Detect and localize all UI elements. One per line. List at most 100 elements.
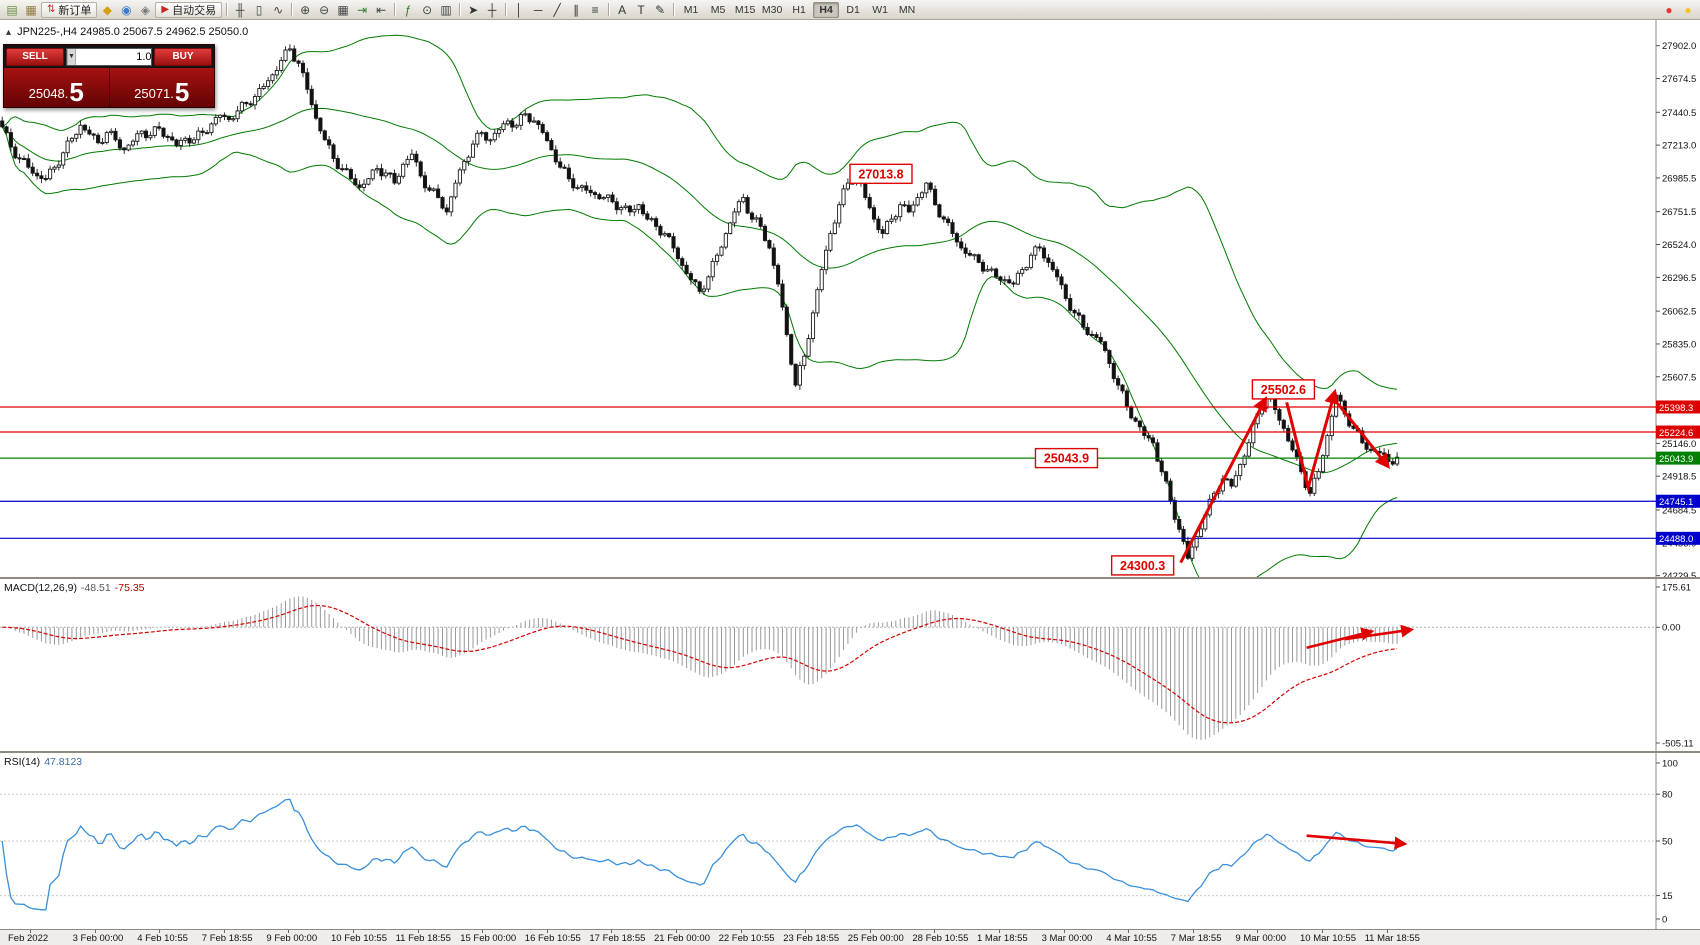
crosshair-icon[interactable]: ┼: [487, 2, 497, 17]
channel-icon[interactable]: ∥: [573, 2, 580, 17]
buy-button[interactable]: BUY: [154, 47, 212, 66]
timeframe-H1[interactable]: H1: [792, 3, 806, 16]
time-tick: [1257, 930, 1259, 933]
fibonacci-icon[interactable]: ≡: [591, 2, 599, 17]
new-chart-icon[interactable]: ▤: [6, 2, 18, 17]
tile-windows-icon[interactable]: ▦: [337, 2, 349, 17]
time-tick: [223, 930, 225, 933]
volume-decrement-button[interactable]: ▼: [67, 48, 76, 65]
svg-text:-505.11: -505.11: [1662, 739, 1694, 750]
sell-price[interactable]: 25048. 5: [28, 77, 84, 108]
time-axis[interactable]: Feb 2022 3 Feb 00:00 4 Feb 10:55 7 Feb 18:5…: [0, 929, 1700, 945]
level-line-25043.9[interactable]: 25043.9: [0, 451, 1700, 465]
svg-text:25043.9: 25043.9: [1659, 454, 1693, 465]
buy-price[interactable]: 25071. 5: [134, 77, 190, 108]
svg-text:26062.5: 26062.5: [1662, 307, 1696, 318]
volume-stepper: ▼ ▲: [66, 47, 152, 66]
arrows-tool-icon[interactable]: ✎: [655, 2, 666, 17]
svg-text:25607.5: 25607.5: [1662, 372, 1696, 383]
svg-text:27013.8: 27013.8: [858, 167, 903, 181]
timeframe-D1[interactable]: D1: [846, 3, 860, 16]
svg-text:80: 80: [1662, 790, 1673, 801]
new-order-button[interactable]: ⇅ 新订单: [41, 1, 98, 18]
trend-arrow[interactable]: [1179, 396, 1267, 564]
auto-scroll-icon[interactable]: ⇥: [357, 2, 368, 17]
time-axis-label: 4 Mar 10:55: [1106, 933, 1157, 944]
level-line-25398.3[interactable]: 25398.3: [0, 400, 1700, 414]
cursor-icon[interactable]: ➤: [468, 2, 479, 17]
volume-input[interactable]: [75, 48, 151, 65]
indicators-icon[interactable]: ƒ: [404, 2, 412, 17]
chart-shift-icon[interactable]: ⇤: [376, 2, 387, 17]
timeframe-M15[interactable]: M15: [734, 3, 756, 16]
rsi-chart[interactable]: 100 80 50 15 0: [0, 753, 1700, 929]
one-click-trading-panel: SELL ▼ ▲ BUY 25048.5 25071.5: [3, 44, 215, 108]
level-line-24745.1[interactable]: 24745.1: [0, 494, 1700, 508]
time-tick: [1322, 930, 1323, 933]
chart-profiles-icon[interactable]: ▦: [25, 2, 37, 17]
timeframe-M5[interactable]: M5: [710, 3, 726, 16]
vertical-line-icon[interactable]: │: [515, 2, 523, 17]
sell-button[interactable]: SELL: [6, 47, 64, 66]
time-tick: [546, 930, 548, 933]
status-news-icon[interactable]: ●: [1684, 2, 1692, 17]
candles: [0, 44, 1400, 562]
time-tick: [288, 930, 290, 933]
svg-text:25224.6: 25224.6: [1659, 428, 1693, 439]
svg-text:24229.5: 24229.5: [1662, 571, 1696, 577]
time-tick: [740, 930, 742, 933]
autotrade-button[interactable]: ▶ 自动交易: [155, 1, 223, 18]
timeframe-M1[interactable]: M1: [683, 3, 699, 16]
periods-icon[interactable]: ⊙: [422, 2, 433, 17]
timeframe-M30[interactable]: M30: [761, 3, 783, 16]
candlestick-chart-icon[interactable]: ▯: [255, 2, 263, 17]
bollinger-upper: [1, 34, 1398, 390]
macd-chart[interactable]: 175.61 0.00 -505.11: [0, 579, 1700, 751]
price-annotation[interactable]: 25502.6: [1251, 379, 1316, 400]
trendline-icon[interactable]: ╱: [553, 2, 561, 17]
bollinger-lower: [1, 126, 1398, 577]
trend-arrow[interactable]: [1336, 402, 1391, 469]
macd-label: MACD(12,26,9) -48.51 -75.35: [4, 582, 145, 594]
timeframe-H4[interactable]: H4: [813, 1, 840, 18]
mql5-market-icon[interactable]: ◆: [102, 2, 112, 17]
macd-arrow[interactable]: [1306, 627, 1375, 650]
svg-text:15: 15: [1662, 891, 1673, 902]
time-tick: [353, 930, 354, 933]
time-tick: [1192, 930, 1194, 933]
time-axis-label: 10 Mar 10:55: [1300, 933, 1356, 944]
timeframe-W1[interactable]: W1: [872, 3, 888, 16]
timeframe-MN[interactable]: MN: [898, 3, 916, 16]
bar-chart-icon[interactable]: ╫: [235, 2, 245, 17]
price-chart[interactable]: 27902.0 27674.5 27440.5 27213.0 26985.5 26751…: [0, 20, 1700, 577]
price-annotation[interactable]: 25043.9: [1034, 447, 1099, 469]
zoom-out-icon[interactable]: ⊖: [319, 2, 330, 17]
text-label-icon[interactable]: T: [637, 2, 645, 17]
rsi-arrow[interactable]: [1306, 834, 1408, 850]
templates-icon[interactable]: ▥: [440, 2, 452, 17]
search-icon[interactable]: ◈: [140, 2, 150, 17]
one-click-collapse-icon[interactable]: ▴: [6, 27, 12, 38]
time-axis-label: 28 Feb 10:55: [912, 933, 969, 944]
text-icon[interactable]: A: [618, 2, 627, 17]
macd-signal-line: [2, 604, 1398, 724]
price-annotation[interactable]: 24300.3: [1110, 555, 1175, 576]
macd-arrow[interactable]: [1344, 624, 1415, 641]
zoom-in-icon[interactable]: ⊕: [300, 2, 311, 17]
toolbar-separator: [459, 3, 461, 16]
level-line-24488.0[interactable]: 24488.0: [0, 531, 1700, 545]
time-axis-label: 11 Mar 18:55: [1364, 933, 1420, 944]
horizontal-line-icon[interactable]: ─: [533, 2, 543, 17]
svg-text:24684.5: 24684.5: [1662, 505, 1696, 516]
price-annotation[interactable]: 27013.8: [849, 163, 913, 185]
trend-arrow[interactable]: [1285, 388, 1339, 494]
level-line-25224.6[interactable]: 25224.6: [0, 425, 1700, 439]
community-icon[interactable]: ◉: [121, 2, 132, 17]
svg-text:100: 100: [1662, 759, 1678, 770]
time-tick: [1386, 930, 1388, 933]
svg-text:0.00: 0.00: [1662, 623, 1681, 634]
status-alert-icon[interactable]: ●: [1665, 2, 1673, 17]
svg-text:26751.5: 26751.5: [1662, 207, 1696, 218]
line-chart-icon[interactable]: ∿: [273, 2, 284, 17]
